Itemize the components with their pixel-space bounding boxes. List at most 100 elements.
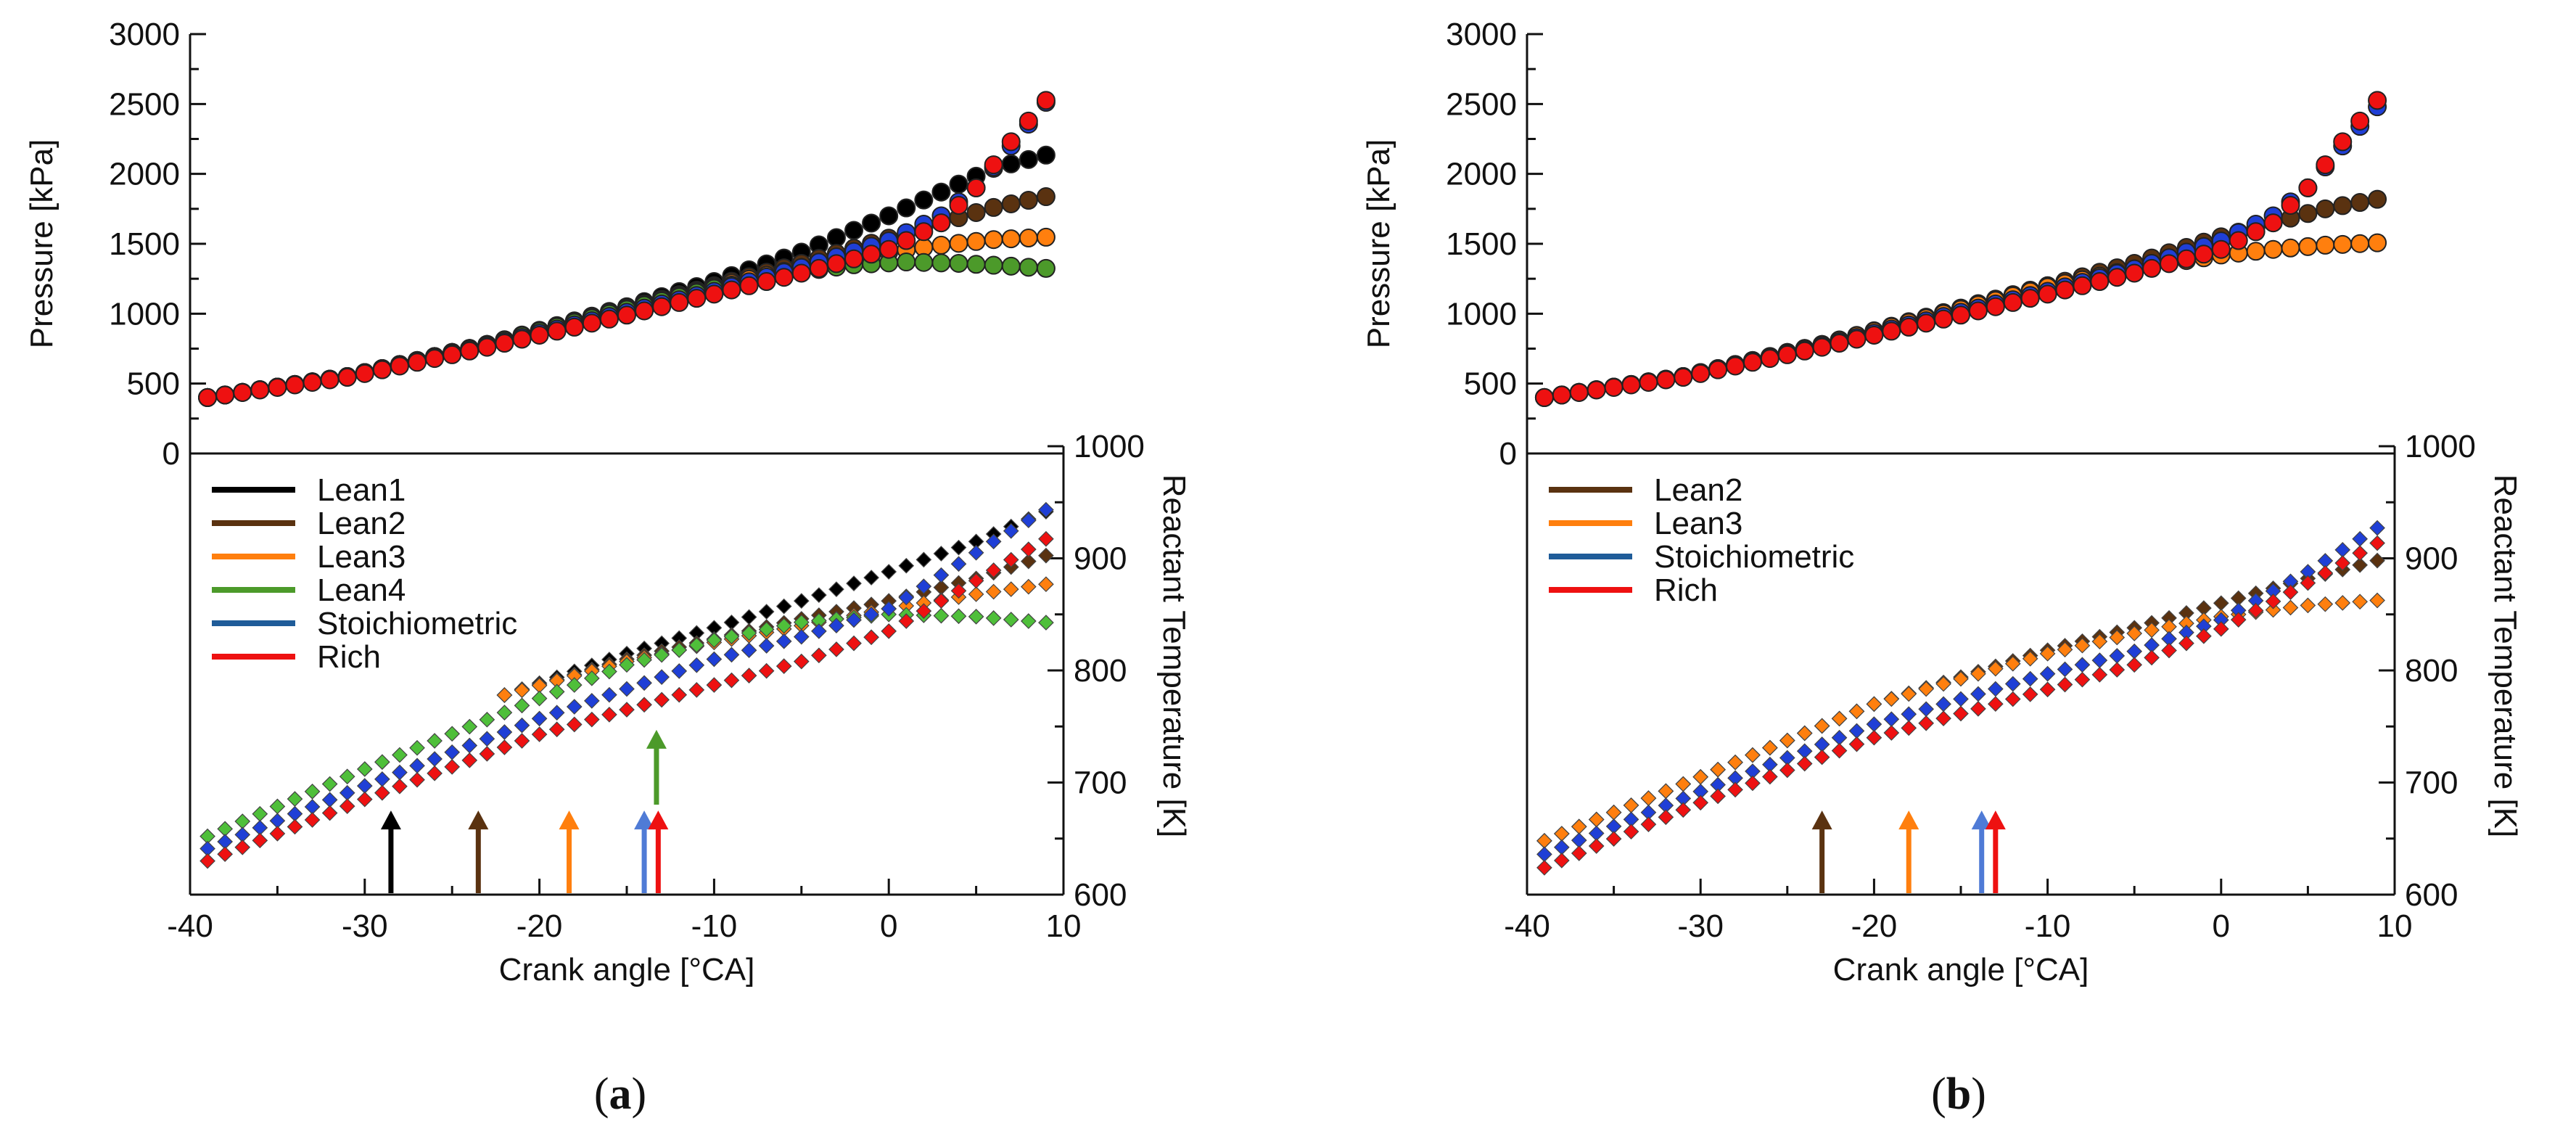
- pressure-point: [320, 370, 340, 390]
- pressure-point: [757, 272, 776, 292]
- pressure-point: [530, 325, 549, 345]
- temperature-point: [863, 606, 879, 623]
- temperature-point: [933, 593, 950, 609]
- pressure-point: [949, 174, 968, 194]
- temperature-point: [2161, 642, 2177, 659]
- pressure-point: [1691, 364, 1711, 383]
- temperature-series-group: [199, 501, 1054, 869]
- pressure-point: [2368, 189, 2387, 209]
- temperature-point: [566, 716, 583, 733]
- pressure-point: [1534, 387, 1554, 407]
- pressure-point: [477, 337, 497, 357]
- pressure-point: [2194, 245, 2213, 264]
- temperature-point: [2300, 575, 2316, 591]
- temperature-point: [2074, 657, 2091, 673]
- pressure-point: [2350, 111, 2370, 131]
- pressure-tick-label: 2000: [109, 157, 180, 192]
- pressure-point: [564, 317, 584, 337]
- temperature-point: [444, 744, 461, 760]
- temperature-point: [985, 533, 1002, 550]
- pressure-point: [914, 252, 934, 272]
- temperature-point: [234, 813, 251, 829]
- temperature-point: [741, 625, 757, 641]
- temperature-point: [1038, 530, 1054, 547]
- temperature-point: [496, 724, 513, 740]
- pressure-series-rich: [1534, 91, 2387, 407]
- temperature-point: [654, 669, 670, 685]
- pressure-tick-label: 500: [127, 366, 180, 402]
- pressure-point: [984, 155, 1003, 175]
- pressure-point: [547, 321, 567, 341]
- temperature-point: [2352, 557, 2369, 573]
- pressure-point: [791, 263, 811, 283]
- ignition-arrows: [1811, 810, 2006, 893]
- temperature-point: [950, 583, 967, 599]
- pressure-tick-label: 3000: [109, 17, 180, 52]
- temperature-point: [566, 677, 583, 693]
- temperature-series-lean4: [199, 606, 1054, 845]
- pressure-point: [2107, 268, 2127, 287]
- temperature-point: [619, 702, 635, 718]
- temperature-point: [1020, 578, 1037, 595]
- temperature-point: [1901, 686, 1917, 702]
- pressure-point: [1899, 317, 1919, 337]
- temperature-point: [2004, 655, 2021, 672]
- temperature-point: [287, 791, 303, 808]
- temperature-point: [741, 609, 757, 625]
- legend-label: Stoichiometric: [317, 606, 517, 641]
- temperature-point: [723, 646, 740, 663]
- temperature-point: [968, 586, 984, 602]
- legend-label: Rich: [317, 639, 381, 675]
- temperature-point: [1675, 776, 1692, 792]
- panel-b: 0500100015002000250030006007008009001000…: [1361, 17, 2523, 1119]
- arrow-head: [1898, 810, 1919, 830]
- temperature-point: [1003, 581, 1019, 597]
- pressure-point: [1036, 258, 1055, 278]
- pressure-point: [984, 197, 1003, 217]
- temperature-point: [1710, 761, 1726, 778]
- temperature-point: [828, 641, 844, 657]
- temperature-point: [1020, 613, 1037, 629]
- temperature-point: [636, 675, 652, 691]
- pressure-point: [897, 231, 916, 250]
- legend-item-stoichiometric: Stoichiometric: [212, 606, 517, 641]
- temperature-point: [846, 635, 862, 652]
- temperature-point: [775, 658, 792, 674]
- arrow-head: [468, 810, 489, 830]
- pressure-point: [739, 276, 759, 295]
- legend-label: Lean2: [317, 506, 406, 541]
- pressure-point: [879, 239, 899, 259]
- temperature-point: [863, 570, 879, 586]
- pressure-point: [2176, 249, 2196, 268]
- temperature-series-stoichiometric: [199, 501, 1054, 857]
- pressure-point: [2263, 239, 2283, 259]
- temperature-point: [1831, 729, 1848, 746]
- temperature-point: [1987, 681, 2004, 697]
- pressure-point: [966, 255, 986, 274]
- arrow-lean3: [1898, 810, 1919, 893]
- temperature-point: [2334, 555, 2351, 571]
- temperature-point: [479, 731, 495, 747]
- temperature-point: [1003, 551, 1019, 568]
- temperature-point: [1883, 725, 1900, 741]
- pressure-point: [1639, 372, 1658, 392]
- temperature-point: [1918, 701, 1935, 718]
- temperature-point: [1796, 725, 1813, 742]
- temperature-point: [461, 752, 478, 768]
- temperature-point: [950, 556, 967, 572]
- temperature-point: [1848, 736, 1865, 752]
- pressure-point: [303, 372, 322, 392]
- temperature-point: [444, 726, 461, 742]
- temperature-point: [2057, 676, 2073, 693]
- temperature-point: [688, 657, 705, 673]
- pressure-point: [931, 182, 951, 202]
- temperature-point: [356, 791, 373, 808]
- temperature-point: [2213, 595, 2229, 612]
- pressure-point: [1019, 190, 1038, 210]
- legend-item-lean2: Lean2: [1549, 472, 1742, 508]
- temperature-point: [723, 672, 740, 689]
- temperature-point: [392, 764, 408, 781]
- temperature-point: [985, 583, 1002, 600]
- temperature-point: [252, 805, 268, 822]
- pressure-point: [582, 313, 601, 333]
